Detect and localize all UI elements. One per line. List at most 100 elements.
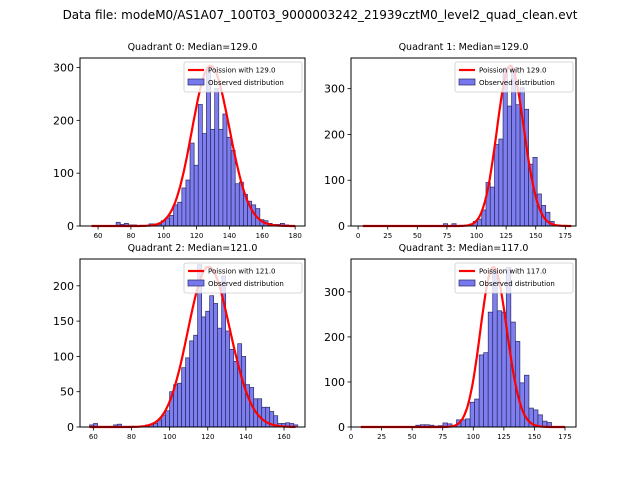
subplot-quadrant-3: Quadrant 3: Median=117.0 0 25 50 75 100 125 150… <box>324 243 577 441</box>
histogram-bar <box>193 164 199 227</box>
legend-label-poisson: Poission with 121.0 <box>208 268 276 276</box>
histogram-bar <box>189 340 194 428</box>
axes-frame <box>350 57 577 227</box>
histogram-bar <box>498 138 504 227</box>
axes-frame <box>350 258 577 428</box>
x-tick-label: 160 <box>256 232 269 240</box>
histogram-bar <box>506 105 512 227</box>
histogram-bar <box>229 349 235 428</box>
histogram-bar <box>233 361 239 428</box>
legend-label-observed: Observed distribution <box>479 79 555 87</box>
histogram-bar <box>165 410 170 428</box>
histogram-bar <box>494 144 500 227</box>
subplot-title: Quadrant 1: Median=129.0 <box>399 42 529 53</box>
legend-box <box>454 61 574 93</box>
axes-frame <box>79 258 306 428</box>
histogram-bar <box>214 88 220 227</box>
histogram-bar <box>197 104 203 227</box>
histogram-bar <box>501 311 507 428</box>
histogram-bar <box>181 187 187 227</box>
subplot-quadrant-1: Quadrant 1: Median=129.0 0 25 50 75 100 125 150… <box>324 42 577 240</box>
histogram-bar <box>185 357 190 428</box>
legend-label-observed: Observed distribution <box>208 79 284 87</box>
y-tick-label: 50 <box>60 386 74 399</box>
x-tick-label: 100 <box>470 232 483 240</box>
histogram-bar <box>496 310 503 428</box>
histogram-bar <box>483 352 489 428</box>
legend-label-poisson: Poission with 129.0 <box>479 67 547 75</box>
x-tick-label: 140 <box>239 433 252 441</box>
y-tick-label: 300 <box>324 286 345 299</box>
y-tick-label: 100 <box>53 350 74 363</box>
histogram-bar <box>234 183 240 227</box>
legend-box <box>183 262 303 294</box>
histogram-bar <box>218 128 224 227</box>
histogram-bar <box>217 327 223 428</box>
x-tick-label: 180 <box>288 232 301 240</box>
y-tick-label: 300 <box>53 62 74 75</box>
x-tick-label: 60 <box>94 232 103 240</box>
figure-suptitle: Data file: modeM0/AS1A07_100T03_90000032… <box>62 8 578 22</box>
x-tick-label: 125 <box>497 433 510 441</box>
subplot-quadrant-2: Quadrant 2: Median=121.0 60 80 100 120 140 160… <box>53 243 306 441</box>
histogram-bar <box>201 316 207 428</box>
x-tick-label: 80 <box>126 232 135 240</box>
y-tick-label: 200 <box>53 114 74 127</box>
legend-label-observed: Observed distribution <box>479 280 555 288</box>
y-tick-label: 0 <box>338 220 345 233</box>
x-tick-label: 100 <box>157 232 170 240</box>
axes-frame <box>79 57 306 227</box>
x-tick-label: 100 <box>163 433 176 441</box>
x-tick-label: 120 <box>190 232 203 240</box>
subplot-title: Quadrant 0: Median=129.0 <box>128 42 258 53</box>
histogram-bar <box>487 311 494 428</box>
x-tick-label: 80 <box>127 433 136 441</box>
legend-bar-swatch <box>458 78 476 86</box>
y-tick-label: 100 <box>53 167 74 180</box>
x-tick-label: 140 <box>223 232 236 240</box>
legend-label-observed: Observed distribution <box>208 280 284 288</box>
y-tick-label: 200 <box>324 128 345 141</box>
histogram-bar <box>177 382 182 428</box>
histogram-bar <box>210 128 216 227</box>
legend-bar-swatch <box>458 279 476 287</box>
x-tick-label: 50 <box>408 433 417 441</box>
legend-bar-swatch <box>187 78 205 86</box>
histogram-bar <box>177 201 183 227</box>
histogram-bar <box>257 398 263 428</box>
x-tick-label: 50 <box>413 232 422 240</box>
legend-box <box>183 61 303 93</box>
x-tick-label: 0 <box>349 433 353 441</box>
histogram-bar <box>237 343 243 428</box>
x-tick-label: 175 <box>559 232 572 240</box>
histogram-bar <box>205 310 211 428</box>
histogram-bar <box>209 295 215 428</box>
histogram-bar <box>230 150 236 227</box>
legend: Poission with 117.0 Observed distribution <box>454 262 574 294</box>
histogram-bar <box>189 142 195 227</box>
y-tick-label: 100 <box>324 376 345 389</box>
legend: Poission with 129.0 Observed distribution <box>183 61 303 93</box>
y-tick-label: 0 <box>67 421 74 434</box>
x-tick-label: 125 <box>499 232 512 240</box>
x-tick-label: 100 <box>467 433 480 441</box>
legend: Poission with 129.0 Observed distribution <box>454 61 574 93</box>
histogram-bar <box>173 204 179 227</box>
legend-bar-swatch <box>187 279 205 287</box>
y-tick-label: 200 <box>53 280 74 293</box>
histogram-bar <box>489 186 495 227</box>
x-tick-label: 150 <box>528 433 541 441</box>
histogram-bar <box>169 215 174 227</box>
x-tick-label: 25 <box>377 433 386 441</box>
x-tick-label: 150 <box>529 232 542 240</box>
legend-label-poisson: Poission with 129.0 <box>208 67 276 75</box>
x-tick-label: 160 <box>277 433 290 441</box>
histogram-bar <box>213 303 219 428</box>
y-tick-label: 100 <box>324 174 345 187</box>
histogram-bar <box>202 133 207 227</box>
histogram-bar <box>261 406 267 428</box>
subplot-quadrant-0: Quadrant 0: Median=129.0 60 80 100 120 140 160… <box>53 42 306 240</box>
histogram-bar <box>465 418 471 428</box>
y-tick-label: 0 <box>67 220 74 233</box>
